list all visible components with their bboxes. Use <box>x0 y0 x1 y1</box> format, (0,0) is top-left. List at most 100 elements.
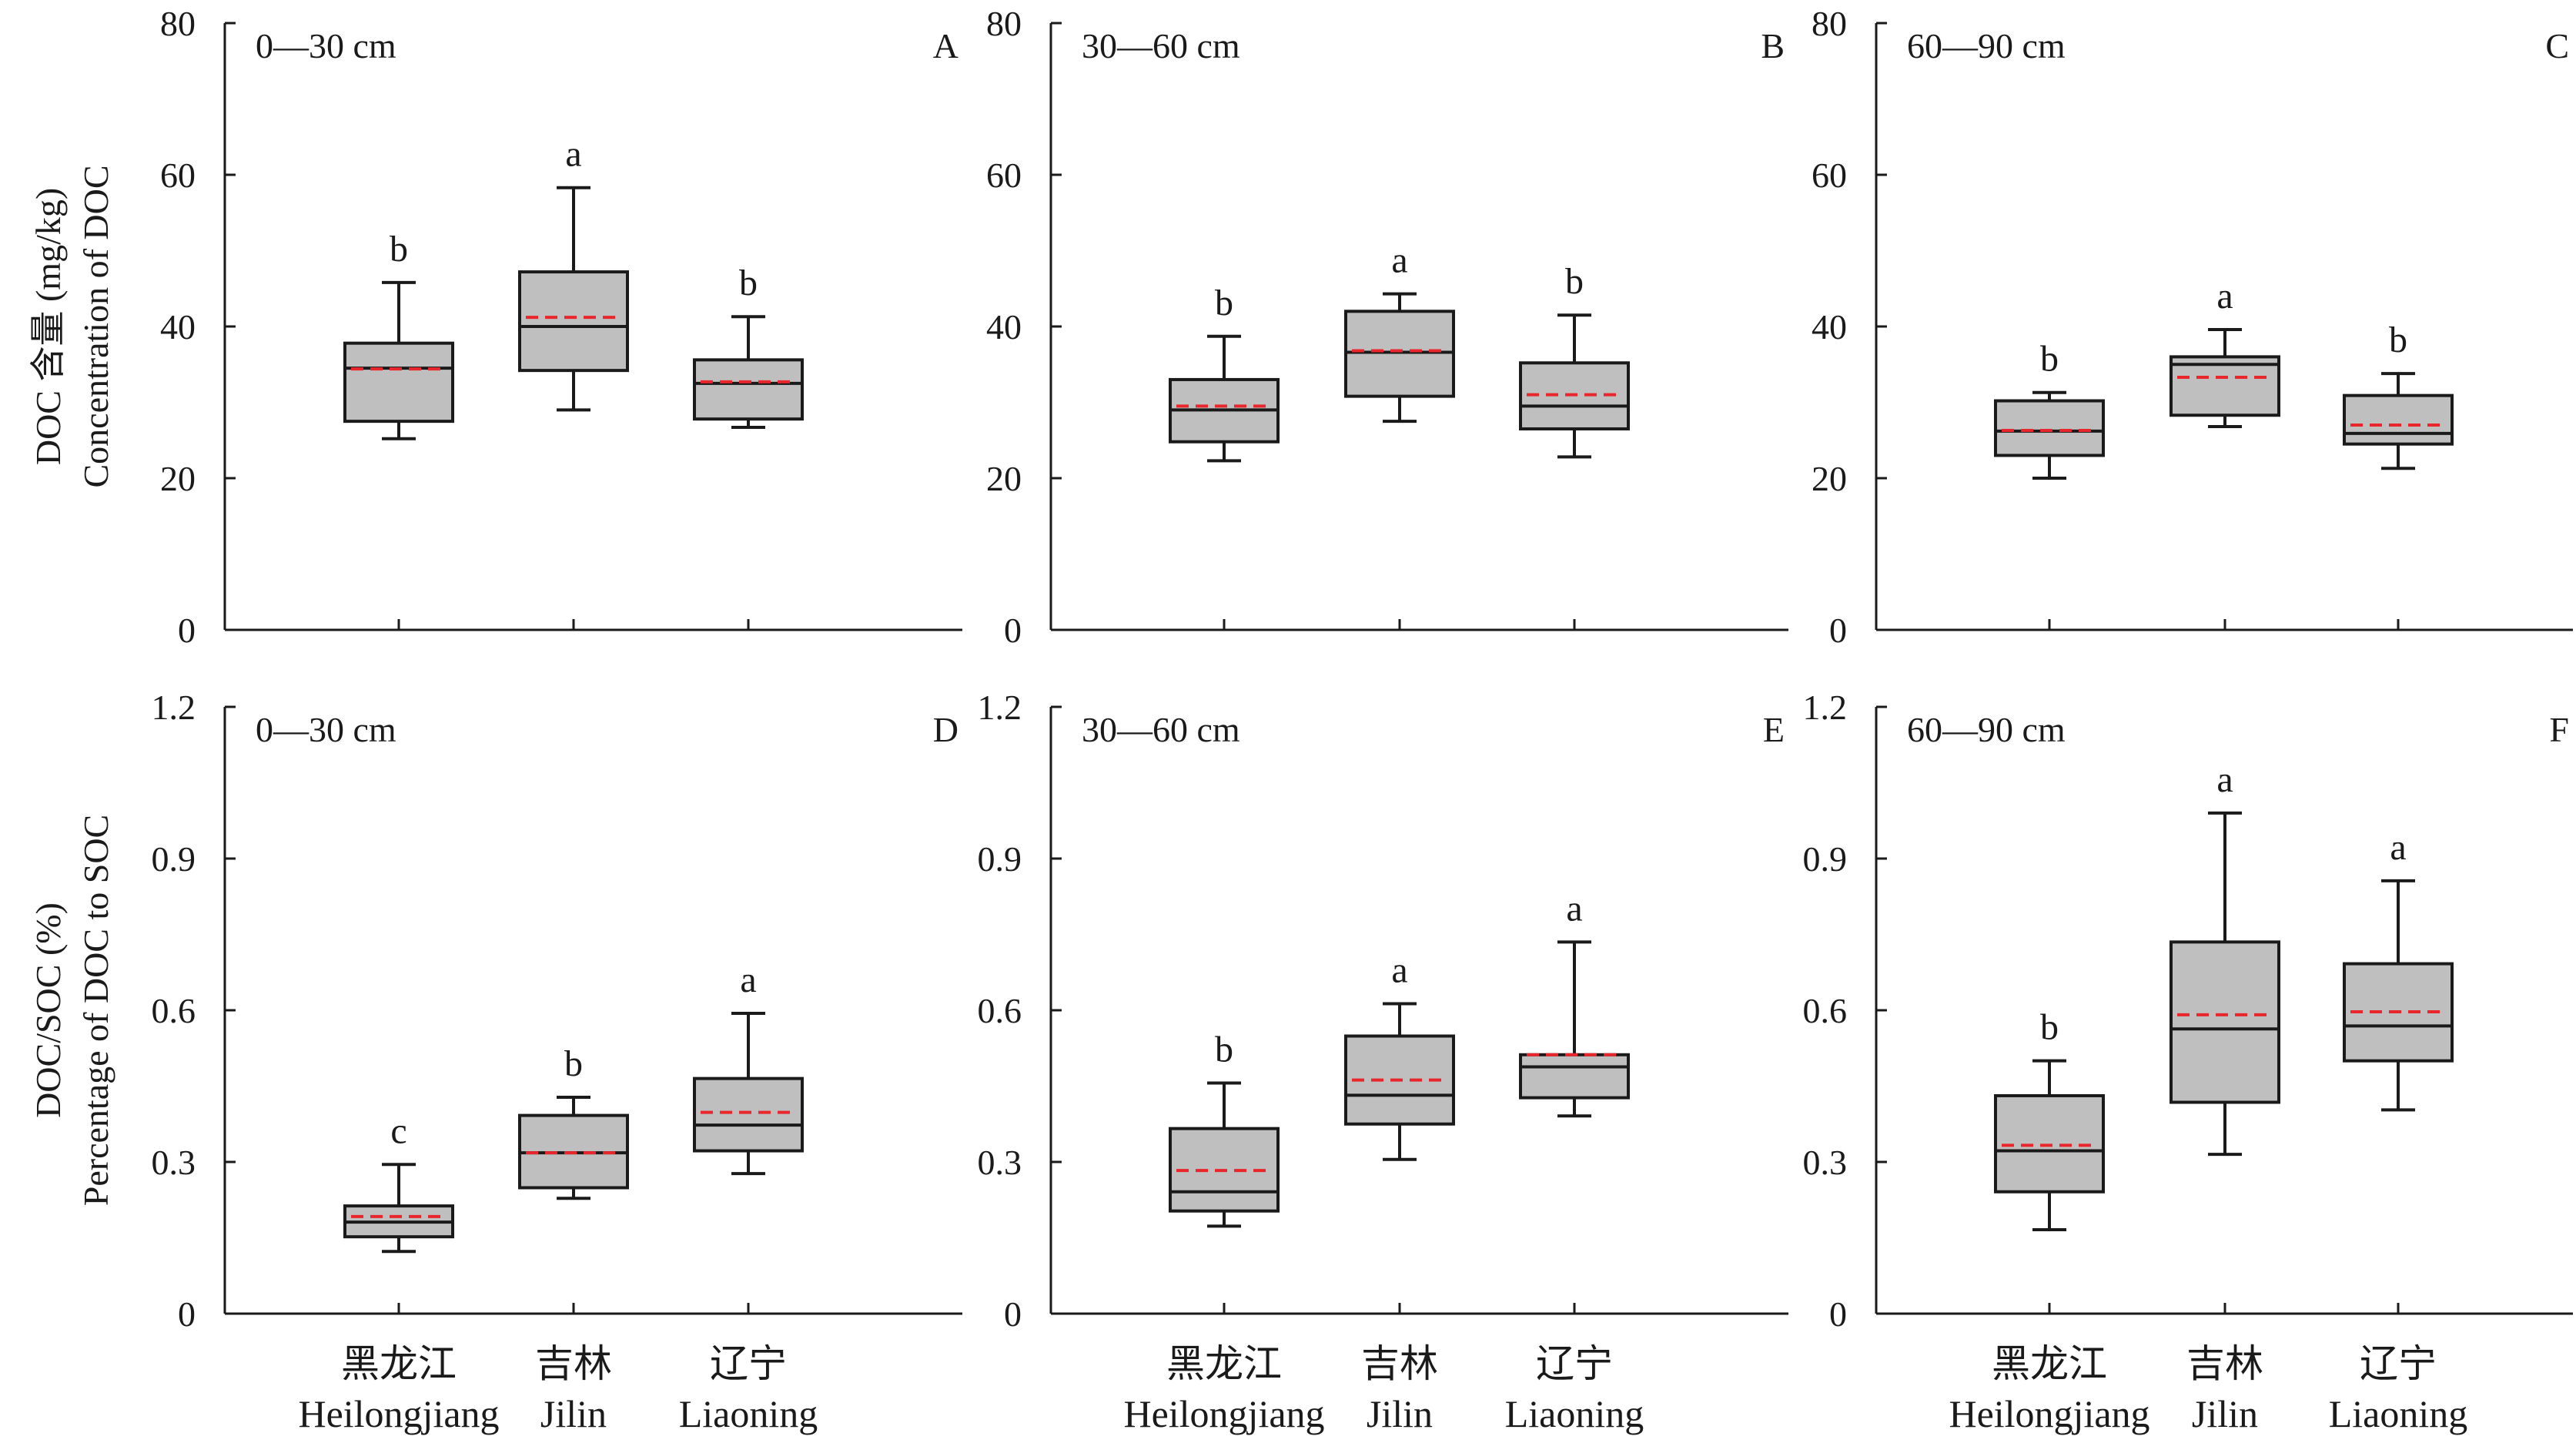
significance-letter: a <box>2390 827 2406 868</box>
box-heilongjiang: b <box>1994 1007 2105 1231</box>
panel-letter: F <box>2549 710 2569 749</box>
panel-depth-label: 0—30 cm <box>256 710 396 749</box>
y-tick-label: 0 <box>1829 1294 1847 1334</box>
y-tick-label: 0 <box>178 611 196 650</box>
iqr-box <box>518 270 629 373</box>
category-label-cn: 黑龙江 <box>341 1342 457 1385</box>
significance-letter: b <box>2389 320 2407 360</box>
y-tick-label: 40 <box>1812 307 1847 347</box>
y-tick-label: 40 <box>160 307 196 347</box>
y-tick-label: 0.9 <box>152 839 196 879</box>
y-axis-title: Percentage of DOC to SOC <box>76 815 115 1206</box>
y-tick-label: 60 <box>1812 156 1847 195</box>
significance-letter: b <box>2040 339 2059 380</box>
category-label-cn: 辽宁 <box>2360 1342 2437 1385</box>
significance-letter: a <box>2216 759 2233 800</box>
panel-b: 0 20 40 60 80 30—60 cm Bb a b <box>986 4 1788 650</box>
y-tick-label: 0.3 <box>1803 1143 1848 1182</box>
y-tick-label: 20 <box>160 459 196 498</box>
category-label-cn: 吉林 <box>1361 1342 1438 1385</box>
box-jilin: a <box>1344 240 1455 424</box>
iqr-box <box>343 341 454 424</box>
y-axis-title: DOC 含量 (mg/kg) <box>28 188 68 465</box>
iqr-box <box>693 1076 804 1153</box>
panel-f: 0 0.3 0.6 0.9 1.2 60—90 cm Fb a a <box>1803 688 2573 1334</box>
box-liaoning: b <box>1519 261 1630 459</box>
panels-layer: 0 20 40 60 80 0—30 cm Ab a b 0 20 40 60 80 30—60 cm Bb a… <box>152 4 2573 1334</box>
y-axis-title: Concentration of DOC <box>76 165 115 487</box>
panel-a: 0 20 40 60 80 0—30 cm Ab a b <box>160 4 962 650</box>
box-jilin: b <box>518 1043 629 1200</box>
y-tick-label: 80 <box>1812 4 1847 43</box>
box-liaoning: b <box>693 263 804 430</box>
significance-letter: a <box>565 134 581 175</box>
box-liaoning: a <box>693 959 804 1176</box>
y-tick-label: 1.2 <box>978 688 1022 727</box>
iqr-box <box>2343 393 2454 446</box>
box-jilin: a <box>2170 276 2280 429</box>
category-label-en: Liaoning <box>2329 1392 2468 1435</box>
y-tick-label: 0 <box>1004 1294 1022 1334</box>
category-labels-layer: 黑龙江 Heilongjiang 吉林 Jilin 辽宁 Liaoning 黑龙江 Heilo… <box>298 1342 2467 1435</box>
category-label-en: Jilin <box>2192 1392 2258 1435</box>
category-label-cn: 黑龙江 <box>1992 1342 2107 1385</box>
y-tick-label: 0.6 <box>152 991 196 1030</box>
panel-depth-label: 60—90 cm <box>1907 710 2066 749</box>
category-label-en: Jilin <box>1367 1392 1433 1435</box>
category-label-cn: 吉林 <box>2186 1342 2263 1385</box>
box-heilongjiang: b <box>1169 283 1280 463</box>
y-tick-label: 20 <box>986 459 1022 498</box>
box-heilongjiang: b <box>1994 339 2105 480</box>
category-label-cn: 辽宁 <box>1536 1342 1613 1385</box>
category-label-en: Heilongjiang <box>298 1392 499 1435</box>
y-tick-label: 40 <box>986 307 1022 347</box>
y-tick-label: 0.6 <box>1803 991 1848 1030</box>
panel-depth-label: 0—30 cm <box>256 26 396 65</box>
category-label-cn: 吉林 <box>535 1342 612 1385</box>
significance-letter: c <box>390 1110 406 1151</box>
significance-letter: b <box>1215 1030 1233 1070</box>
y-tick-label: 80 <box>160 4 196 43</box>
box-heilongjiang: c <box>343 1110 454 1254</box>
category-label-en: Heilongjiang <box>1949 1392 2149 1435</box>
y-tick-label: 0.3 <box>978 1143 1022 1182</box>
box-jilin: a <box>518 134 629 412</box>
significance-letter: b <box>564 1043 583 1084</box>
significance-letter: a <box>740 959 756 1000</box>
significance-letter: a <box>1391 240 1407 281</box>
iqr-box <box>2170 940 2280 1104</box>
y-tick-label: 0 <box>1829 611 1847 650</box>
category-label-cn: 辽宁 <box>710 1342 787 1385</box>
box-jilin: a <box>1344 949 1455 1161</box>
y-tick-label: 60 <box>160 156 196 195</box>
significance-letter: a <box>1391 949 1407 990</box>
panel-d: 0 0.3 0.6 0.9 1.2 0—30 cm Dc b a <box>152 688 962 1334</box>
iqr-box <box>1994 399 2105 457</box>
significance-letter: b <box>1565 261 1584 302</box>
row-titles-layer: DOC 含量 (mg/kg) Concentration of DOC DOC/SO… <box>28 165 115 1206</box>
box-heilongjiang: b <box>1169 1030 1280 1228</box>
y-tick-label: 0 <box>178 1294 196 1334</box>
panel-depth-label: 30—60 cm <box>1082 710 1240 749</box>
y-tick-label: 60 <box>986 156 1022 195</box>
category-label-en: Liaoning <box>679 1392 818 1435</box>
significance-letter: b <box>1215 283 1233 323</box>
y-tick-label: 20 <box>1812 459 1847 498</box>
significance-letter: b <box>2040 1007 2059 1048</box>
panel-letter: E <box>1763 710 1785 749</box>
category-label-cn: 黑龙江 <box>1166 1342 1282 1385</box>
iqr-box <box>2170 355 2280 417</box>
y-axis-title: DOC/SOC (%) <box>28 902 68 1118</box>
category-label-en: Jilin <box>540 1392 607 1435</box>
y-tick-label: 80 <box>986 4 1022 43</box>
iqr-box <box>693 358 804 421</box>
box-liaoning: a <box>1519 888 1630 1118</box>
category-label-en: Liaoning <box>1505 1392 1644 1435</box>
box-liaoning: a <box>2343 827 2454 1112</box>
y-tick-label: 1.2 <box>1803 688 1848 727</box>
panel-depth-label: 60—90 cm <box>1907 26 2066 65</box>
y-tick-label: 0.6 <box>978 991 1022 1030</box>
y-tick-label: 0.9 <box>1803 839 1848 879</box>
box-heilongjiang: b <box>343 229 454 440</box>
iqr-box <box>1519 1053 1630 1100</box>
